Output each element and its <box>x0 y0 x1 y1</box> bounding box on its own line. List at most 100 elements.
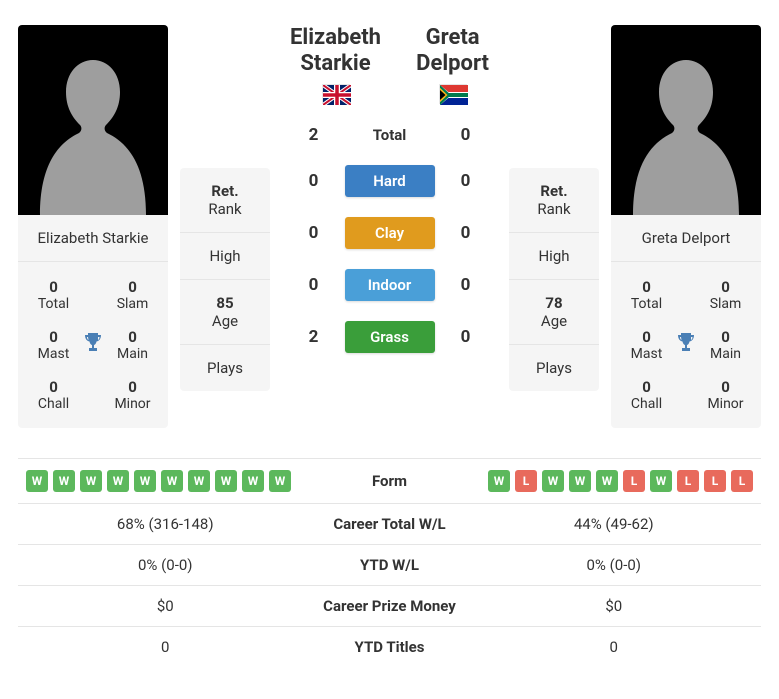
p2-chall-label: Chall <box>619 396 674 412</box>
player1-card: Elizabeth Starkie 0Total 0Slam 0Mast 0Ma… <box>18 25 168 428</box>
p1-minor-label: Minor <box>105 396 160 412</box>
p1-prize: $0 <box>26 597 305 615</box>
p2-rank-value: Ret. <box>513 182 595 200</box>
p1-ytdwl: 0% (0-0) <box>26 556 305 574</box>
p2-prize: $0 <box>475 597 754 615</box>
p2-name-line2: Delport <box>416 51 489 77</box>
form-badge: W <box>215 470 237 492</box>
compare-ytdwl-row: 0% (0-0) YTD W/L 0% (0-0) <box>18 545 761 586</box>
player1-image <box>18 25 168 215</box>
form-badge: W <box>161 470 183 492</box>
p1-minor-value: 0 <box>105 378 160 396</box>
h2h-surface-pill[interactable]: Clay <box>345 217 435 249</box>
p2-total-label: Total <box>619 296 674 312</box>
form-badge: W <box>53 470 75 492</box>
compare-ytdtitles-row: 0 YTD Titles 0 <box>18 627 761 667</box>
p2-ytdtitles: 0 <box>475 638 754 656</box>
p2-slam-value: 0 <box>698 278 753 296</box>
trophy-icon <box>674 331 698 359</box>
h2h-surface-p2: 0 <box>457 327 475 347</box>
gb-flag-icon <box>322 84 350 104</box>
p2-minor-label: Minor <box>698 396 753 412</box>
p1-form-badges: WWWWWWWWWW <box>26 470 305 492</box>
form-badge: W <box>569 470 591 492</box>
form-badge: W <box>650 470 672 492</box>
form-badge: W <box>542 470 564 492</box>
p1-careerwl: 68% (316-148) <box>26 515 305 533</box>
player1-name: Elizabeth Starkie <box>18 215 168 262</box>
h2h-total-row: 2 Total 0 <box>305 125 475 145</box>
form-badge: W <box>134 470 156 492</box>
h2h-surface-p2: 0 <box>457 275 475 295</box>
compare-form-row: WWWWWWWWWW Form WLWWWLWLLL <box>18 458 761 504</box>
h2h-surface-p1: 2 <box>305 327 323 347</box>
player2-name: Greta Delport <box>611 215 761 262</box>
h2h-surface-row: 0 Clay 0 <box>305 217 475 249</box>
p1-slam-label: Slam <box>105 296 160 312</box>
form-badge: L <box>677 470 699 492</box>
p1-total-label: Total <box>26 296 81 312</box>
p1-name-line2: Starkie <box>290 51 381 77</box>
p1-mast-label: Mast <box>26 346 81 362</box>
prize-label: Career Prize Money <box>305 597 475 615</box>
form-badge: L <box>704 470 726 492</box>
p1-chall-value: 0 <box>26 378 81 396</box>
h2h-surface-row: 2 Grass 0 <box>305 321 475 353</box>
h2h-surface-p2: 0 <box>457 171 475 191</box>
p1-chall-label: Chall <box>26 396 81 412</box>
h2h-surface-p1: 0 <box>305 223 323 243</box>
form-badge: W <box>188 470 210 492</box>
p2-mast-value: 0 <box>619 328 674 346</box>
player-silhouette-icon <box>621 45 751 215</box>
p1-age-value: 85 <box>184 294 266 312</box>
p1-main-label: Main <box>105 346 160 362</box>
h2h-surface-p1: 0 <box>305 275 323 295</box>
h2h-surface-pill[interactable]: Indoor <box>345 269 435 301</box>
h2h-surface-pill[interactable]: Grass <box>345 321 435 353</box>
p2-careerwl: 44% (49-62) <box>475 515 754 533</box>
form-badge: L <box>623 470 645 492</box>
h2h-center: Elizabeth Starkie Greta Delport <box>282 25 497 353</box>
p1-plays-label: Plays <box>184 359 266 377</box>
p2-chall-value: 0 <box>619 378 674 396</box>
player2-name-block: Greta Delport <box>416 25 489 109</box>
form-badge: W <box>80 470 102 492</box>
p2-high-label: High <box>513 247 595 265</box>
form-badge: L <box>515 470 537 492</box>
p1-ytdtitles: 0 <box>26 638 305 656</box>
player2-stats: Ret.Rank High 78Age Plays <box>509 168 599 391</box>
p1-main-value: 0 <box>105 328 160 346</box>
p2-slam-label: Slam <box>698 296 753 312</box>
player1-titles: 0Total 0Slam 0Mast 0Main 0Chall 0Minor <box>18 262 168 428</box>
p2-main-value: 0 <box>698 328 753 346</box>
h2h-total-p1: 2 <box>305 125 323 145</box>
p2-main-label: Main <box>698 346 753 362</box>
p2-total-value: 0 <box>619 278 674 296</box>
h2h-total-p2: 0 <box>457 125 475 145</box>
p2-ytdwl: 0% (0-0) <box>475 556 754 574</box>
p1-age-label: Age <box>184 312 266 330</box>
p1-total-value: 0 <box>26 278 81 296</box>
p2-name-line1: Greta <box>416 25 489 51</box>
player1-stats: Ret.Rank High 85Age Plays <box>180 168 270 391</box>
form-badge: W <box>242 470 264 492</box>
h2h-surface-row: 0 Indoor 0 <box>305 269 475 301</box>
compare-table: WWWWWWWWWW Form WLWWWLWLLL 68% (316-148)… <box>18 458 761 667</box>
player2-titles: 0Total 0Slam 0Mast 0Main 0Chall 0Minor <box>611 262 761 428</box>
h2h-surface-row: 0 Hard 0 <box>305 165 475 197</box>
p2-minor-value: 0 <box>698 378 753 396</box>
ytdtitles-label: YTD Titles <box>305 638 475 656</box>
p2-plays-label: Plays <box>513 359 595 377</box>
ytdwl-label: YTD W/L <box>305 556 475 574</box>
form-label: Form <box>305 472 475 490</box>
p2-age-label: Age <box>513 312 595 330</box>
form-badge: W <box>596 470 618 492</box>
player-silhouette-icon <box>28 45 158 215</box>
za-flag-icon <box>439 84 467 104</box>
p2-form-badges: WLWWWLWLLL <box>475 470 754 492</box>
trophy-icon <box>81 331 105 359</box>
p1-high-label: High <box>184 247 266 265</box>
compare-careerwl-row: 68% (316-148) Career Total W/L 44% (49-6… <box>18 504 761 545</box>
p1-rank-label: Rank <box>184 200 266 218</box>
h2h-surface-pill[interactable]: Hard <box>345 165 435 197</box>
